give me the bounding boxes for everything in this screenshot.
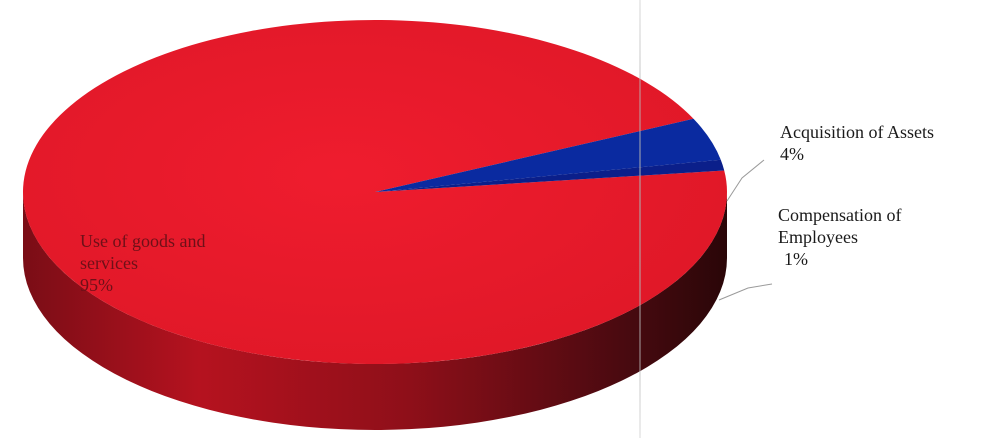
slice-percent: 1%	[784, 249, 808, 269]
pie-group	[22, 19, 727, 430]
slice-percent: 95%	[80, 275, 113, 295]
slice-label-line: services	[80, 253, 138, 273]
leader-line-acquisition	[726, 159, 765, 202]
pie-side-wall	[23, 192, 727, 430]
slice-label-use-of-goods: Use of goods and services 95%	[80, 230, 205, 296]
slice-label-line: Compensation of	[778, 205, 902, 225]
pie-slice-1	[375, 118, 721, 192]
slice-label-compensation: Compensation of Employees 1%	[778, 204, 902, 270]
slice-label-line: Use of goods and	[80, 231, 206, 251]
slice-percent: 4%	[780, 144, 804, 164]
slice-label-line: Acquisition of Assets	[780, 122, 935, 142]
pie-slice-0	[22, 19, 727, 364]
pie-slice-2	[375, 159, 725, 192]
slice-label-acquisition: Acquisition of Assets 4%	[780, 121, 934, 165]
leader-line-compensation	[718, 283, 773, 301]
slice-label-line: Employees	[778, 227, 858, 247]
leader-lines	[718, 159, 773, 301]
